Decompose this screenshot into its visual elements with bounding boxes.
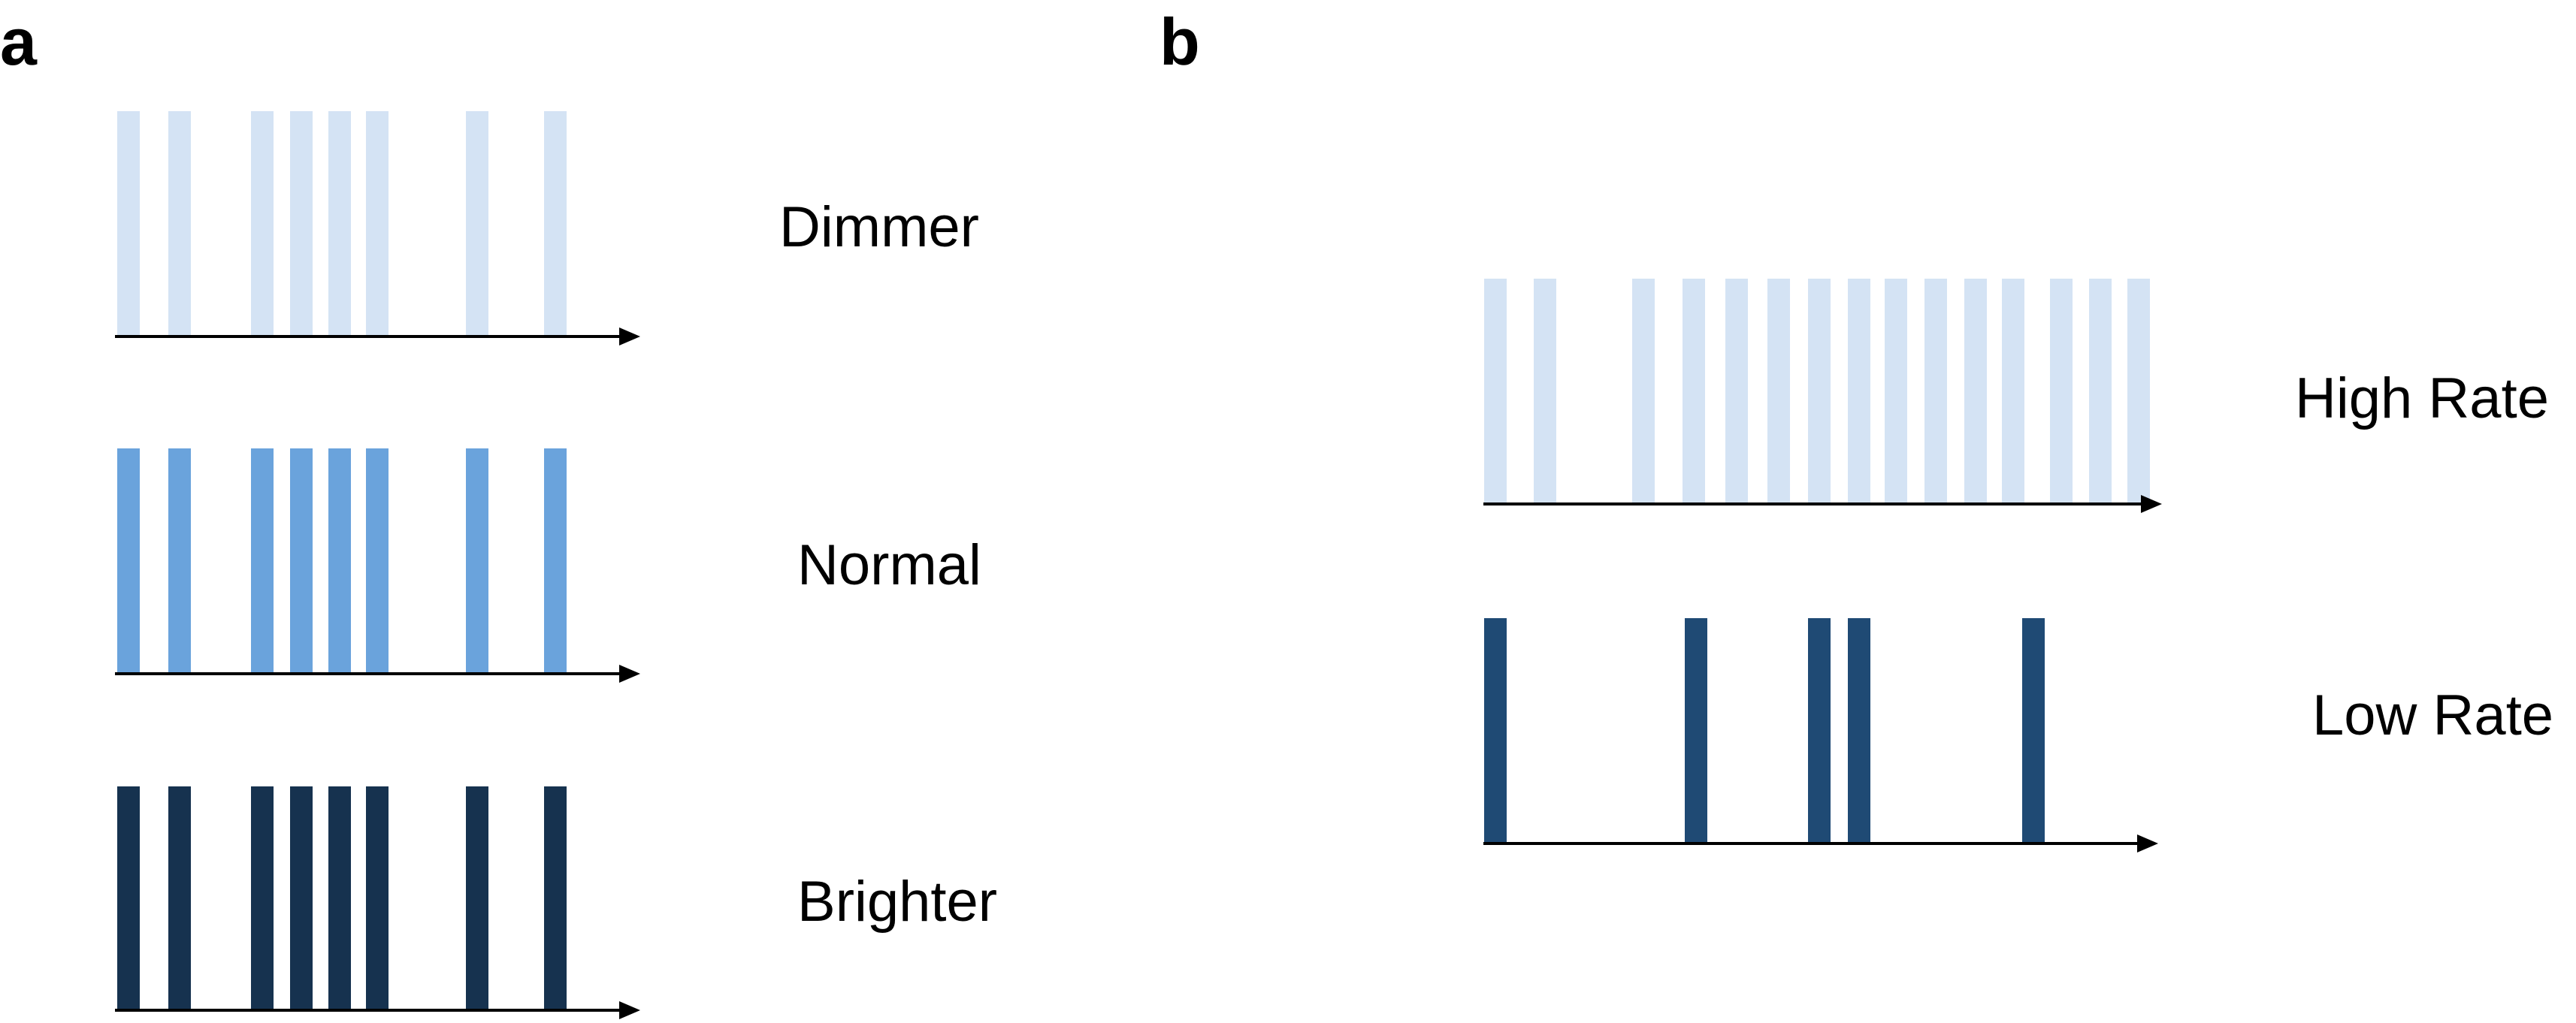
spike-brighter-1 (117, 786, 140, 1010)
spike-normal-2 (168, 448, 191, 674)
spike-high-rate-15 (2127, 279, 2150, 504)
time-axis-arrowhead-high-rate (2141, 495, 2162, 513)
spike-low-rate-1 (1484, 618, 1507, 843)
time-axis-arrowhead-normal (619, 665, 640, 683)
panel-a-letter: a (0, 5, 38, 79)
row-label-low-rate: Low Rate (2312, 684, 2553, 747)
spike-train-high-rate (1483, 279, 2162, 513)
spike-high-rate-1 (1484, 279, 1507, 504)
spike-high-rate-6 (1767, 279, 1790, 504)
spike-dimmer-4 (290, 111, 313, 336)
spike-brighter-5 (328, 786, 351, 1010)
spike-low-rate-5 (2022, 618, 2045, 843)
spike-high-rate-5 (1725, 279, 1748, 504)
row-label-dimmer: Dimmer (779, 195, 979, 259)
spike-brighter-4 (290, 786, 313, 1010)
spike-high-rate-7 (1808, 279, 1831, 504)
row-label-normal: Normal (797, 533, 981, 597)
spike-high-rate-11 (1964, 279, 1987, 504)
time-axis-arrowhead-low-rate (2137, 834, 2158, 852)
spike-brighter-6 (366, 786, 389, 1010)
spike-high-rate-9 (1885, 279, 1907, 504)
spike-normal-4 (290, 448, 313, 674)
spike-high-rate-4 (1683, 279, 1705, 504)
spike-normal-1 (117, 448, 140, 674)
spike-dimmer-2 (168, 111, 191, 336)
panel-b-letter: b (1160, 5, 1200, 79)
spike-normal-6 (366, 448, 389, 674)
spike-brighter-2 (168, 786, 191, 1010)
spike-high-rate-14 (2089, 279, 2112, 504)
row-label-high-rate: High Rate (2295, 367, 2549, 430)
spike-dimmer-7 (466, 111, 488, 336)
spike-brighter-7 (466, 786, 488, 1010)
spike-trains (115, 111, 2162, 1019)
spike-normal-5 (328, 448, 351, 674)
spike-brighter-8 (544, 786, 567, 1010)
spike-dimmer-6 (366, 111, 389, 336)
spike-train-brighter (115, 786, 640, 1019)
spike-high-rate-3 (1632, 279, 1655, 504)
spike-dimmer-3 (251, 111, 274, 336)
spike-dimmer-5 (328, 111, 351, 336)
spike-normal-7 (466, 448, 488, 674)
spike-train-low-rate (1483, 618, 2158, 852)
time-axis-arrowhead-dimmer (619, 327, 640, 346)
spike-train-normal (115, 448, 640, 683)
spike-dimmer-8 (544, 111, 567, 336)
spike-brighter-3 (251, 786, 274, 1010)
spike-normal-8 (544, 448, 567, 674)
spike-high-rate-12 (2002, 279, 2024, 504)
spike-train-dimmer (115, 111, 640, 346)
spike-high-rate-13 (2050, 279, 2073, 504)
spike-high-rate-2 (1534, 279, 1556, 504)
time-axis-arrowhead-brighter (619, 1001, 640, 1019)
spike-high-rate-10 (1924, 279, 1947, 504)
row-label-brighter: Brighter (797, 870, 997, 934)
spike-high-rate-8 (1848, 279, 1870, 504)
spike-low-rate-4 (1848, 618, 1870, 843)
spike-low-rate-3 (1808, 618, 1831, 843)
spike-dimmer-1 (117, 111, 140, 336)
spike-low-rate-2 (1685, 618, 1707, 843)
spike-normal-3 (251, 448, 274, 674)
